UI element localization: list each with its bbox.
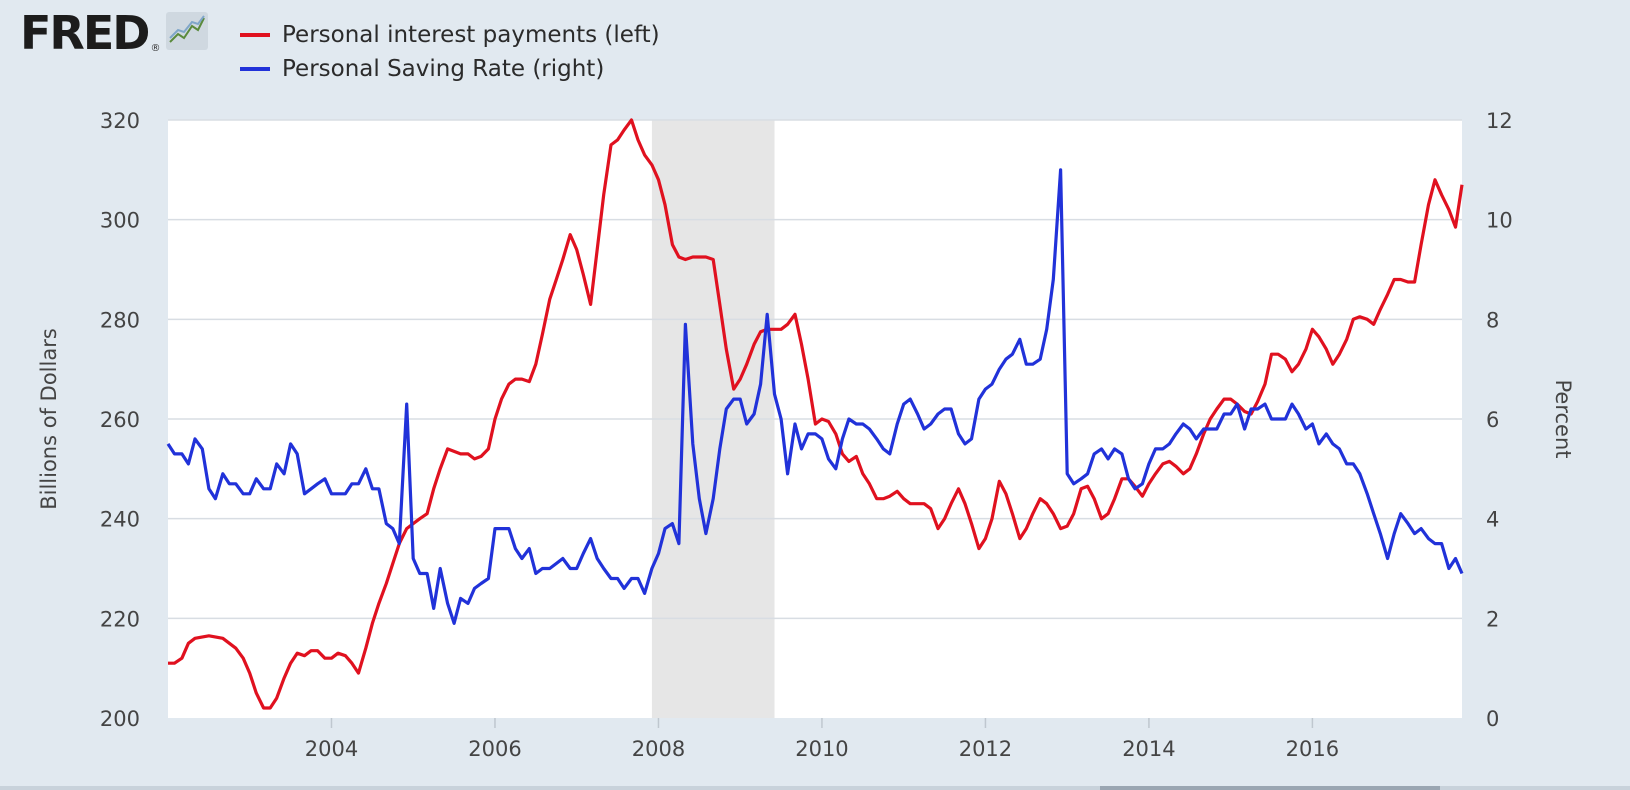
- x-tick-label: 2014: [1122, 737, 1175, 761]
- x-tick-label: 2010: [795, 737, 848, 761]
- registered-mark: ®: [150, 43, 161, 54]
- y-right-tick-label: 12: [1486, 109, 1513, 133]
- x-tick-label: 2004: [305, 737, 358, 761]
- y-left-tick-label: 300: [100, 209, 140, 233]
- y-left-tick-label: 240: [100, 508, 140, 532]
- legend-swatch-blue: [240, 67, 270, 71]
- y-right-tick-label: 10: [1486, 209, 1513, 233]
- scroll-track[interactable]: [0, 786, 1630, 790]
- y-right-tick-label: 2: [1486, 607, 1499, 631]
- legend-label-saving: Personal Saving Rate (right): [282, 56, 605, 82]
- y-left-tick-label: 200: [100, 707, 140, 731]
- legend-swatch-red: [240, 33, 270, 37]
- y-left-tick-label: 280: [100, 308, 140, 332]
- x-tick-label: 2006: [468, 737, 521, 761]
- logo-text: FRED: [20, 6, 150, 60]
- x-tick-label: 2016: [1286, 737, 1339, 761]
- y-left-tick-label: 260: [100, 408, 140, 432]
- legend-label-interest: Personal interest payments (left): [282, 22, 660, 48]
- y-right-axis-label: Percent: [1551, 379, 1575, 458]
- y-left-tick-label: 320: [100, 109, 140, 133]
- x-tick-label: 2008: [632, 737, 685, 761]
- y-right-tick-label: 0: [1486, 707, 1499, 731]
- y-right-tick-label: 6: [1486, 408, 1499, 432]
- scroll-thumb[interactable]: [1100, 786, 1440, 790]
- x-tick-label: 2012: [959, 737, 1012, 761]
- legend-item-saving[interactable]: Personal Saving Rate (right): [240, 52, 660, 86]
- y-left-axis-label: Billions of Dollars: [37, 328, 61, 510]
- y-right-tick-label: 4: [1486, 508, 1499, 532]
- series-line-saving: [166, 168, 1464, 625]
- y-right-tick-label: 8: [1486, 308, 1499, 332]
- chart-legend: Personal interest payments (left) Person…: [240, 18, 660, 86]
- line-chart-icon: [166, 12, 209, 54]
- y-left-tick-label: 220: [100, 607, 140, 631]
- legend-item-interest[interactable]: Personal interest payments (left): [240, 18, 660, 52]
- fred-logo: FRED ®: [20, 6, 209, 60]
